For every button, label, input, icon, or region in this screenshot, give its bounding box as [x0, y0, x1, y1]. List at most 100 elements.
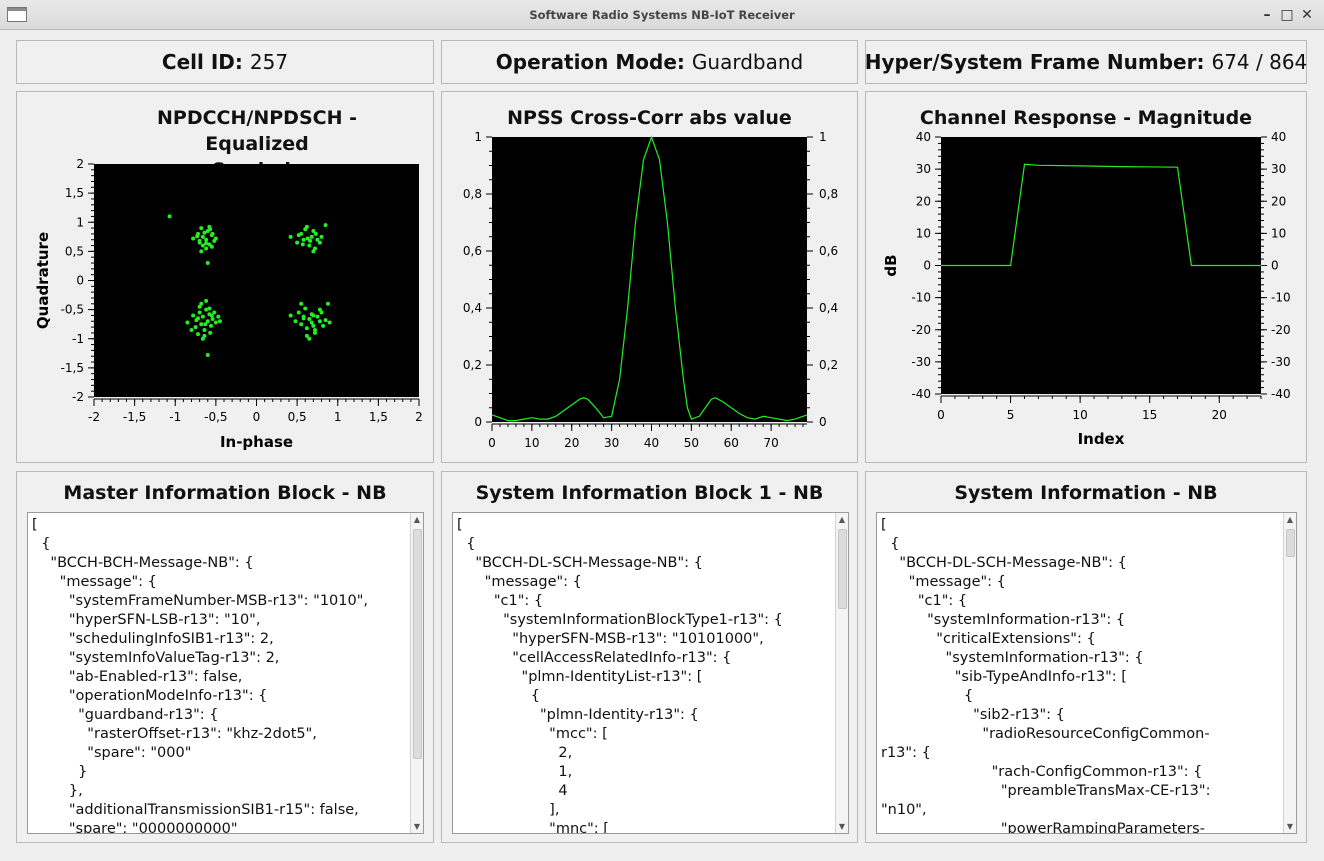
y-axis-label: Quadrature	[34, 232, 52, 329]
frame-number-label: Hyper/System Frame Number:	[864, 50, 1205, 74]
y2-tick-label: -10	[1271, 291, 1291, 305]
y-tick-label: -30	[911, 355, 931, 369]
scroll-up-icon[interactable]: ▲	[413, 515, 421, 524]
scroll-thumb[interactable]	[1286, 529, 1295, 557]
scroll-up-icon[interactable]: ▲	[838, 515, 846, 524]
operation-mode-value: Guardband	[691, 50, 804, 74]
constellation-point	[311, 228, 316, 233]
x-tick-label: 40	[644, 436, 659, 450]
x-tick-label: -1	[169, 410, 181, 424]
constellation-point	[197, 304, 202, 309]
constellation-point	[288, 234, 293, 239]
scroll-thumb[interactable]	[838, 529, 847, 609]
constellation-point	[189, 328, 194, 333]
maximize-icon[interactable]: □	[1280, 7, 1294, 23]
x-tick-label: 1,5	[369, 410, 388, 424]
mib-textbox[interactable]: [ { "BCCH-BCH-Message-NB": { "message": …	[27, 512, 424, 834]
constellation-point	[202, 230, 207, 235]
app-window-icon[interactable]	[7, 7, 27, 22]
y2-tick-label: -30	[1271, 355, 1291, 369]
x-tick-label: -1,5	[123, 410, 146, 424]
constellation-point	[200, 243, 205, 248]
window-titlebar: Software Radio Systems NB-IoT Receiver –…	[0, 0, 1324, 30]
constellation-point	[208, 227, 213, 232]
y-axis-label: dB	[882, 254, 900, 276]
constellation-plot: 2 1,5 1 0,5 0 -0,5 -1 -1,5 -2 -2 -1,5 -1 -0,5 0 0,5 1 1,…	[34, 157, 423, 451]
y-tick-label: 0,8	[463, 187, 482, 201]
constellation-point	[315, 314, 320, 319]
scroll-down-icon[interactable]: ▼	[838, 822, 846, 831]
y-tick-label: 0,2	[463, 358, 482, 372]
y2-tick-label: 0	[819, 415, 827, 429]
constellation-point	[195, 234, 200, 239]
constellation-point	[210, 316, 215, 321]
constellation-title: NPDCCH/NPDSCH - Equalized Symbols	[107, 105, 407, 183]
x-axis-label: In-phase	[220, 433, 293, 451]
mib-scrollbar[interactable]: ▲ ▼	[410, 513, 423, 833]
constellation-point	[327, 320, 332, 325]
y-tick-label: 0	[474, 415, 482, 429]
minimize-icon[interactable]: –	[1263, 7, 1271, 23]
sib1-panel: System Information Block 1 - NB [ { "BCC…	[441, 471, 858, 843]
sib1-textbox[interactable]: [ { "BCCH-DL-SCH-Message-NB": { "message…	[452, 512, 849, 834]
constellation-point	[303, 306, 308, 311]
x-tick-label: 20	[1212, 408, 1227, 422]
constellation-point	[207, 306, 212, 311]
sib1-scrollbar[interactable]: ▲ ▼	[835, 513, 848, 833]
constellation-point	[303, 227, 308, 232]
constellation-point	[209, 323, 213, 328]
si-scrollbar[interactable]: ▲ ▼	[1283, 513, 1296, 833]
scroll-down-icon[interactable]: ▼	[413, 822, 421, 831]
constellation-point	[202, 333, 207, 338]
sib1-text: [ { "BCCH-DL-SCH-Message-NB": { "message…	[457, 517, 783, 834]
constellation-point	[304, 326, 309, 331]
constellation-point	[217, 319, 222, 324]
constellation-point	[167, 214, 172, 219]
close-icon[interactable]: ✕	[1301, 7, 1313, 23]
constellation-point	[203, 322, 208, 327]
x-tick-label: 20	[564, 436, 579, 450]
constellation-point	[323, 223, 328, 228]
x-tick-label: -2	[88, 410, 100, 424]
si-text: [ { "BCCH-DL-SCH-Message-NB": { "message…	[881, 517, 1211, 834]
constellation-point	[319, 310, 324, 315]
y2-tick-label: 0	[1271, 259, 1279, 273]
constellation-point	[191, 313, 196, 318]
y2-tick-label: -20	[1271, 323, 1291, 337]
constellation-point	[307, 336, 312, 341]
mib-panel: Master Information Block - NB [ { "BCCH-…	[16, 471, 434, 843]
y-tick-label: -0,5	[61, 303, 84, 317]
frame-number-value: 674 / 864	[1211, 50, 1308, 74]
scroll-down-icon[interactable]: ▼	[1286, 822, 1294, 831]
scroll-up-icon[interactable]: ▲	[1286, 515, 1294, 524]
constellation-point	[208, 330, 213, 335]
cell-id-label: Cell ID:	[161, 50, 243, 74]
constellation-point	[194, 318, 199, 323]
sib1-title: System Information Block 1 - NB	[475, 482, 824, 504]
y2-tick-label: 0,6	[819, 244, 838, 258]
y-tick-label: 0,6	[463, 244, 482, 258]
constellation-point	[204, 237, 209, 242]
x-tick-label: 15	[1142, 408, 1157, 422]
y-tick-label: -40	[911, 387, 931, 401]
scroll-thumb[interactable]	[413, 529, 422, 759]
constellation-point	[304, 333, 309, 338]
y-tick-label: 0,4	[463, 301, 482, 315]
frame-number-panel: Hyper/System Frame Number: 674 / 864	[865, 40, 1307, 84]
x-tick-label: 0	[253, 410, 261, 424]
npss-panel: NPSS Cross-Corr abs value 1 1 0,8 0,8 0,6 0,6…	[441, 91, 858, 463]
si-textbox[interactable]: [ { "BCCH-DL-SCH-Message-NB": { "message…	[876, 512, 1297, 834]
y2-tick-label: 0,8	[819, 187, 838, 201]
constellation-point	[300, 242, 305, 247]
constellation-point	[317, 240, 322, 245]
y-tick-label: 2	[76, 157, 84, 171]
y-tick-label: -1,5	[61, 361, 84, 375]
channel-plot: 40 40 30 30 20 20 10 10 0 0 -10 -10 -20 -20 -30 -30 -40 -…	[882, 130, 1291, 448]
operation-mode-panel: Operation Mode: Guardband	[441, 40, 858, 84]
constellation-point	[196, 332, 200, 337]
constellation-point	[199, 226, 204, 231]
npss-series-line	[491, 135, 808, 422]
y-tick-label: -20	[911, 323, 931, 337]
npss-plot: 1 10,8 0,80,6 0,60,4 0,40,2 0,20 00 10 20 30 40 50 6…	[463, 130, 838, 450]
x-tick-label: 0	[488, 436, 496, 450]
